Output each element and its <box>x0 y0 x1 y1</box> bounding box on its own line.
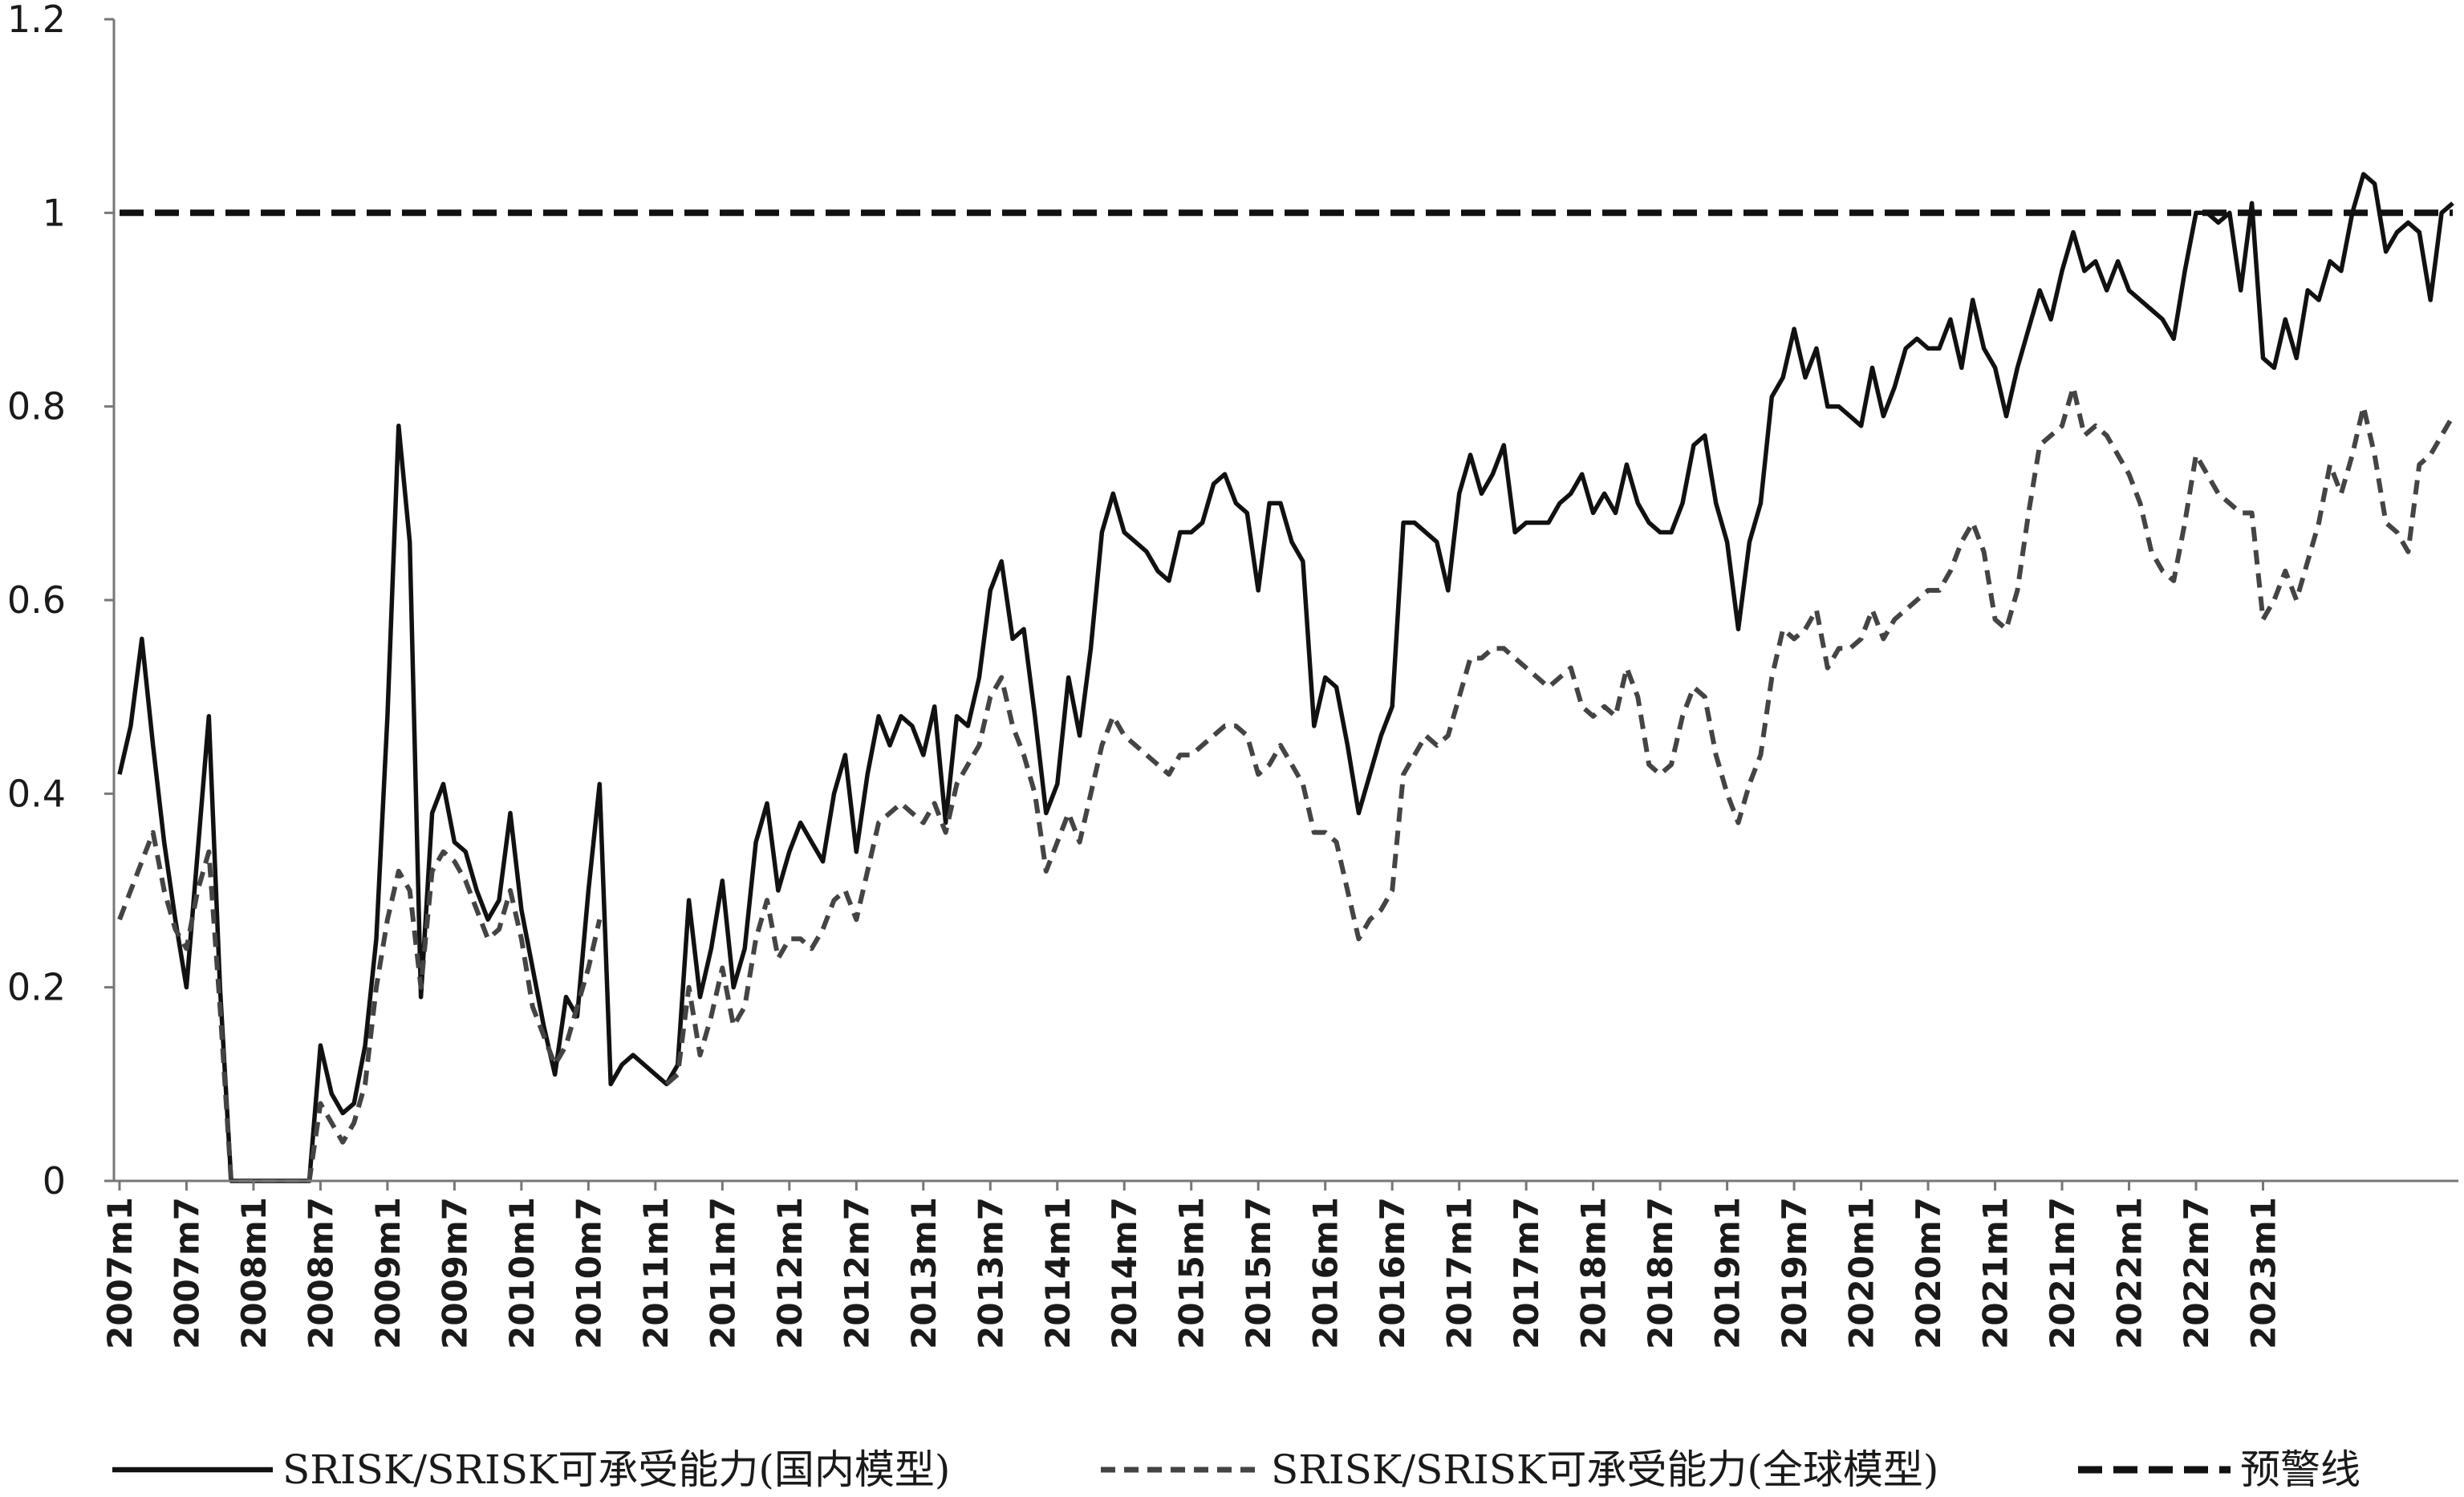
y-tick-label: 0.4 <box>7 772 66 815</box>
legend-label: SRISK/SRISK可承受能力(全球模型) <box>1271 1446 1938 1493</box>
legend-label: SRISK/SRISK可承受能力(国内模型) <box>282 1446 950 1493</box>
legend-item: 预警线 <box>2078 1446 2360 1493</box>
x-tick-label: 2012m1 <box>770 1197 810 1349</box>
x-tick-label: 2019m7 <box>1775 1197 1814 1349</box>
x-tick-label: 2020m7 <box>1909 1197 1948 1349</box>
y-tick-label: 1.2 <box>7 0 66 41</box>
x-tick-label: 2012m7 <box>837 1197 876 1349</box>
x-tick-label: 2008m1 <box>234 1197 274 1349</box>
x-tick-label: 2007m1 <box>100 1197 140 1349</box>
x-tick-label: 2014m1 <box>1038 1197 1078 1349</box>
x-tick-label: 2022m7 <box>2177 1197 2216 1349</box>
x-tick-label: 2021m1 <box>1976 1197 2015 1349</box>
x-tick-label: 2018m1 <box>1574 1197 1614 1349</box>
y-axis: 0 0.2 0.4 0.6 0.8 1 1.2 <box>7 0 116 1203</box>
series-line-2 <box>664 384 2455 1086</box>
x-tick-label: 2009m7 <box>435 1197 474 1349</box>
x-tick-label: 2016m7 <box>1373 1197 1412 1349</box>
x-axis: 2007m1 2007m7 2008m1 2008m7 2009m1 2009m7 2010… <box>100 1179 2458 1349</box>
x-tick-label: 2010m7 <box>569 1197 608 1349</box>
x-tick-label: 2022m1 <box>2110 1197 2149 1349</box>
y-tick-label: 0.6 <box>7 578 66 622</box>
x-tick-label: 2014m7 <box>1105 1197 1144 1349</box>
x-tick-label: 2017m7 <box>1507 1197 1546 1349</box>
x-tick-label: 2013m7 <box>971 1197 1010 1349</box>
x-tick-label: 2008m7 <box>301 1197 340 1349</box>
x-tick-label: 2016m1 <box>1306 1197 1346 1349</box>
legend: SRISK/SRISK可承受能力(国内模型) SRISK/SRISK可承受能力(全… <box>112 1446 2360 1493</box>
x-tick-label: 2009m1 <box>368 1197 408 1349</box>
x-tick-label: 2020m1 <box>1842 1197 1881 1349</box>
legend-label: 预警线 <box>2240 1446 2360 1493</box>
legend-item: SRISK/SRISK可承受能力(全球模型) <box>1101 1446 1938 1493</box>
y-tick-label: 0.2 <box>7 966 66 1009</box>
x-tick-label: 2010m1 <box>502 1197 542 1349</box>
x-tick-label: 2011m1 <box>636 1197 676 1349</box>
x-tick-label: 2011m7 <box>703 1197 742 1349</box>
y-tick-label: 1 <box>43 191 66 234</box>
x-tick-label: 2019m1 <box>1708 1197 1748 1349</box>
x-tick-label: 2023m1 <box>2244 1197 2283 1349</box>
legend-item: SRISK/SRISK可承受能力(国内模型) <box>112 1446 950 1493</box>
x-tick-label: 2017m1 <box>1440 1197 1480 1349</box>
x-tick-label: 2007m7 <box>167 1197 206 1349</box>
y-tick-label: 0 <box>43 1159 66 1203</box>
x-tick-label: 2015m7 <box>1239 1197 1278 1349</box>
y-tick-label: 0.8 <box>7 385 66 428</box>
x-tick-label: 2021m7 <box>2043 1197 2082 1349</box>
x-tick-label: 2015m1 <box>1172 1197 1212 1349</box>
series-line-1 <box>117 172 2454 1183</box>
x-tick-label: 2018m7 <box>1641 1197 1680 1349</box>
x-tick-label: 2013m1 <box>904 1197 944 1349</box>
plot-area <box>117 172 2455 1183</box>
series-line-2 <box>117 830 603 1183</box>
